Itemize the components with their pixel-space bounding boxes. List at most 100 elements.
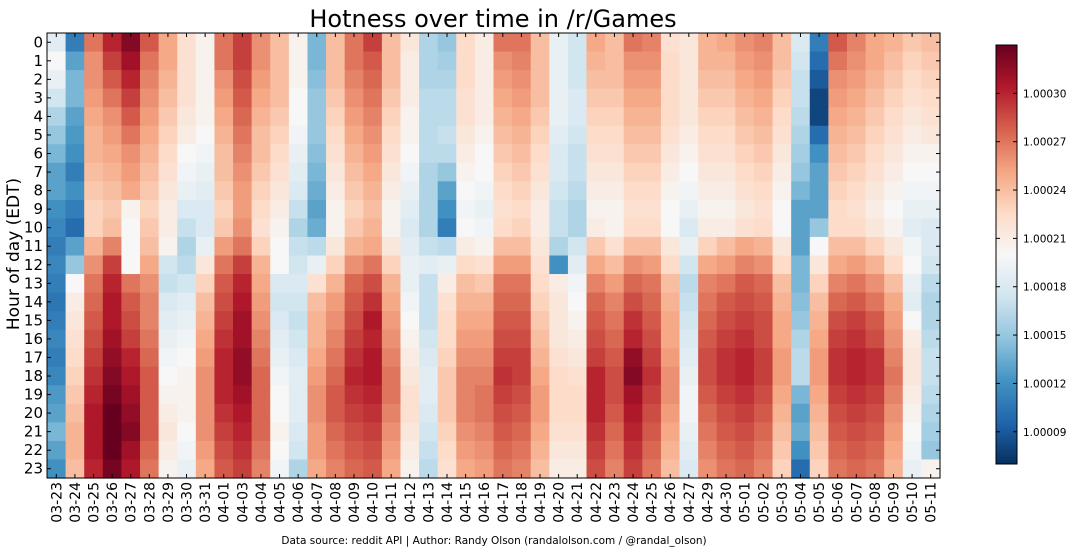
heatmap-cell <box>753 311 774 331</box>
heatmap-cell <box>419 292 439 312</box>
heatmap-cell <box>270 348 290 368</box>
heatmap-cell <box>642 107 662 127</box>
heatmap-cell <box>623 181 643 201</box>
heatmap-cell <box>47 292 67 312</box>
heatmap-cell <box>233 311 253 331</box>
heatmap-cell <box>530 292 550 312</box>
heatmap-cell <box>363 348 383 368</box>
heatmap-cell <box>233 348 253 368</box>
heatmap-cell <box>270 329 290 349</box>
heatmap-cell <box>809 329 829 349</box>
heatmap-cell <box>177 51 197 71</box>
heatmap-cell <box>270 440 290 461</box>
heatmap-cell <box>363 422 383 442</box>
heatmap-cell <box>493 348 513 368</box>
heatmap-cell <box>698 366 718 386</box>
heatmap-cell <box>586 162 606 182</box>
heatmap-cell <box>214 236 234 257</box>
heatmap-cell <box>65 292 85 312</box>
heatmap-cell <box>363 329 383 349</box>
x-tick-label: 05-02 <box>756 482 772 523</box>
heatmap-cell <box>344 88 364 108</box>
heatmap-cell <box>121 181 141 201</box>
heatmap-cell <box>791 329 811 349</box>
heatmap-cell <box>307 33 327 53</box>
heatmap-cell <box>65 311 85 331</box>
heatmap-cell <box>623 199 643 220</box>
heatmap-cell <box>772 440 792 461</box>
heatmap-cell <box>363 199 383 220</box>
heatmap-cell <box>158 440 178 461</box>
heatmap-cell <box>809 255 829 275</box>
heatmap-cell <box>865 459 885 479</box>
heatmap-cell <box>512 125 532 145</box>
heatmap-cell <box>865 218 885 238</box>
heatmap-cell <box>84 144 104 164</box>
heatmap-cell <box>698 51 718 71</box>
heatmap-cell <box>884 329 904 349</box>
heatmap-cell <box>140 181 160 201</box>
heatmap-cell <box>381 329 402 349</box>
heatmap-cell <box>735 366 755 386</box>
heatmap-cell <box>233 33 253 53</box>
heatmap-cell <box>586 199 606 220</box>
heatmap-cell <box>735 51 755 71</box>
heatmap-cell <box>642 440 662 461</box>
heatmap-cell <box>512 329 532 349</box>
heatmap-cell <box>567 218 588 238</box>
heatmap-cell <box>735 107 755 127</box>
heatmap-cell <box>623 144 643 164</box>
heatmap-cell <box>846 459 867 479</box>
colorbar-tick-label: 1.00027 <box>1023 137 1066 149</box>
heatmap-cell <box>865 181 885 201</box>
heatmap-cell <box>251 440 271 461</box>
heatmap-cell <box>270 88 290 108</box>
heatmap-cell <box>921 459 941 479</box>
heatmap-cell <box>65 162 85 182</box>
colorbar-tick-label: 1.00021 <box>1023 233 1066 245</box>
heatmap-cell <box>456 236 476 257</box>
heatmap-cell <box>195 459 216 479</box>
heatmap-cell <box>623 422 643 442</box>
heatmap-cell <box>642 403 662 423</box>
x-tick-label: 04-21 <box>570 482 586 523</box>
heatmap-cell <box>419 385 439 405</box>
heatmap-cell <box>288 255 309 275</box>
heatmap-cell <box>288 366 309 386</box>
heatmap-cell <box>288 459 309 479</box>
heatmap-cell <box>437 348 457 368</box>
heatmap-cell <box>102 33 123 53</box>
heatmap-cell <box>865 144 885 164</box>
heatmap-cell <box>512 292 532 312</box>
x-tick-label: 04-23 <box>607 482 623 523</box>
heatmap-cell <box>102 274 123 294</box>
heatmap-cell <box>493 329 513 349</box>
heatmap-cell <box>884 107 904 127</box>
heatmap-cell <box>400 440 420 461</box>
heatmap-cell <box>381 199 402 220</box>
heatmap-cell <box>400 348 420 368</box>
heatmap-cell <box>363 70 383 90</box>
heatmap-cell <box>549 107 569 127</box>
x-tick-label: 05-03 <box>775 482 791 523</box>
heatmap-cell <box>326 125 346 145</box>
heatmap-cell <box>549 385 569 405</box>
heatmap-cell <box>735 255 755 275</box>
heatmap-cell <box>902 125 922 145</box>
heatmap-cell <box>772 366 792 386</box>
heatmap-cell <box>530 329 550 349</box>
heatmap-cell <box>140 440 160 461</box>
heatmap-cell <box>251 162 271 182</box>
y-tick-label: 8 <box>33 182 43 200</box>
heatmap-cell <box>233 199 253 220</box>
heatmap-cell <box>102 440 123 461</box>
heatmap-cell <box>902 107 922 127</box>
heatmap-cell <box>921 181 941 201</box>
colorbar-tick-label: 1.00024 <box>1023 185 1067 197</box>
heatmap-cell <box>344 366 364 386</box>
heatmap-cell <box>381 348 402 368</box>
heatmap-cell <box>679 70 699 90</box>
y-tick-label: 18 <box>24 367 43 385</box>
heatmap-cell <box>381 33 402 53</box>
heatmap-cell <box>828 199 848 220</box>
